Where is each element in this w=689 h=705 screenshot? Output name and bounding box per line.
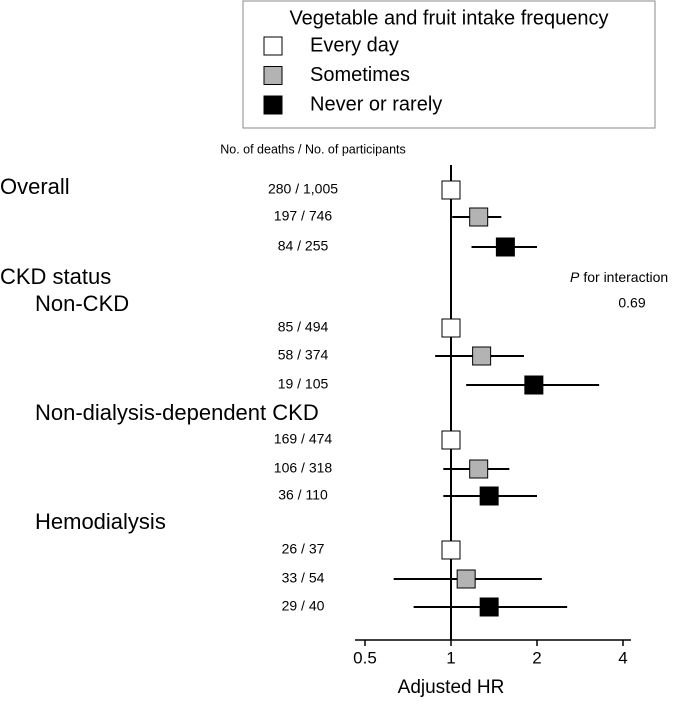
x-axis-title: Adjusted HR: [398, 677, 505, 698]
group-label: Overall: [0, 174, 70, 199]
hr-marker: [469, 207, 489, 227]
count-label: 58 / 374: [278, 347, 329, 363]
count-label: 85 / 494: [278, 319, 329, 335]
count-label: 29 / 40: [282, 598, 325, 614]
x-tick-label: 2: [532, 648, 541, 667]
group-label: Non-CKD: [35, 291, 129, 316]
legend-swatch: [263, 66, 283, 85]
hr-marker: [441, 180, 461, 200]
count-label: 26 / 37: [282, 541, 325, 557]
count-label: 197 / 746: [274, 208, 333, 224]
hr-marker: [441, 430, 461, 450]
hr-marker: [469, 459, 489, 479]
count-label: 280 / 1,005: [268, 181, 338, 197]
x-tick-label: 0.5: [353, 648, 377, 667]
count-label: 36 / 110: [278, 487, 328, 503]
hr-marker: [495, 237, 515, 257]
hr-marker: [524, 375, 544, 395]
hr-marker: [441, 540, 461, 560]
column-header: No. of deaths / No. of participants: [220, 142, 406, 156]
count-label: 33 / 54: [282, 570, 325, 586]
legend-label: Sometimes: [310, 64, 410, 86]
p-value: 0.69: [618, 295, 645, 311]
group-label: Hemodialysis: [35, 509, 166, 534]
legend-swatch: [263, 36, 283, 56]
count-label: 106 / 318: [274, 460, 333, 476]
group-label: Non-dialysis-dependent CKD: [35, 400, 319, 425]
count-label: 19 / 105: [278, 376, 329, 392]
p-text: for interaction: [583, 269, 668, 285]
legend-label: Every day: [310, 34, 399, 56]
hr-marker: [456, 569, 476, 589]
count-label: 84 / 255: [278, 238, 329, 254]
hr-marker: [479, 597, 499, 617]
hr-marker: [472, 346, 492, 366]
x-tick-label: 1: [446, 648, 455, 667]
hr-marker: [479, 486, 499, 506]
count-label: 169 / 474: [274, 431, 333, 447]
legend-swatch: [263, 95, 283, 115]
x-tick-label: 4: [618, 648, 627, 667]
legend-box: [242, 0, 656, 129]
hr-marker: [441, 318, 461, 338]
legend-label: Never or rarely: [310, 93, 442, 115]
legend-title: Vegetable and fruit intake frequency: [289, 7, 608, 29]
section-label: CKD status: [0, 264, 111, 289]
p-symbol: P: [570, 269, 580, 285]
